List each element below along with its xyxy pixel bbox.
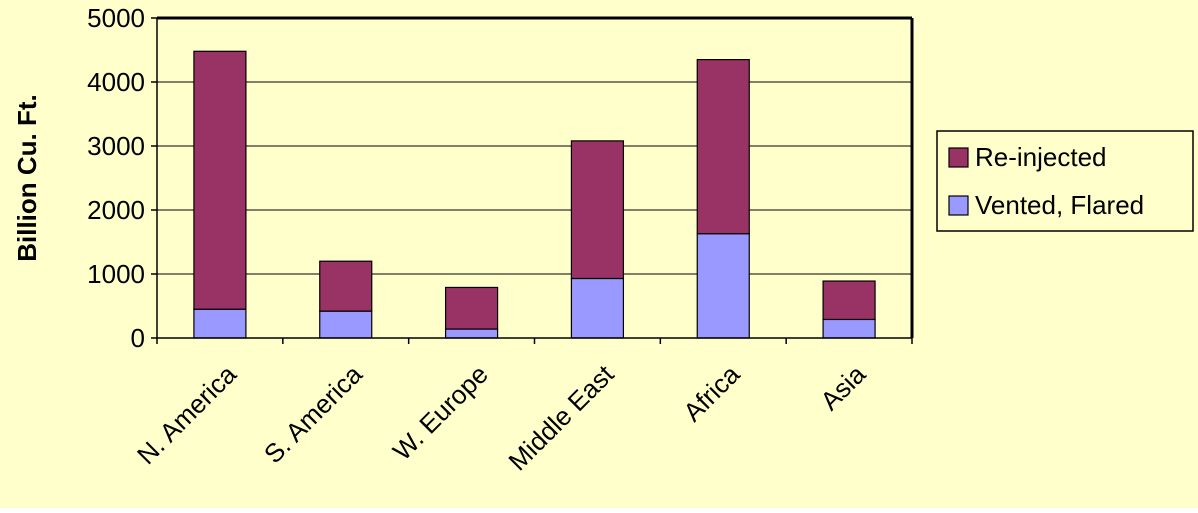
legend-label: Vented, Flared xyxy=(975,190,1144,220)
legend-swatch xyxy=(948,195,969,216)
y-tick-label: 0 xyxy=(131,323,145,353)
bar-segment xyxy=(822,318,876,339)
legend: Re-injected Vented, Flared xyxy=(936,130,1194,232)
bars xyxy=(193,50,876,339)
bar-segment xyxy=(696,58,750,235)
bar-segment xyxy=(193,308,247,339)
bar-segment xyxy=(444,286,499,330)
y-tick-label: 1000 xyxy=(87,259,145,289)
legend-box xyxy=(936,130,1194,232)
y-tick-label: 2000 xyxy=(87,195,145,225)
legend-label: Re-injected xyxy=(975,142,1107,172)
bar-segment xyxy=(444,328,499,339)
bar-segment xyxy=(696,233,750,339)
y-axis-title: Billion Cu. Ft. xyxy=(12,94,42,262)
gridlines xyxy=(157,81,912,275)
bar-segment xyxy=(193,50,247,310)
y-tick-label: 4000 xyxy=(87,67,145,97)
y-tick-label: 3000 xyxy=(87,131,145,161)
y-tick-label: 5000 xyxy=(87,3,145,33)
legend-swatch xyxy=(948,147,969,168)
bar-segment xyxy=(822,280,876,321)
bar-segment xyxy=(570,140,625,280)
bar-segment xyxy=(319,260,373,312)
bar-segment xyxy=(570,277,625,339)
axes xyxy=(151,16,914,344)
y-tick-labels: 0 1000 2000 3000 4000 5000 xyxy=(87,3,145,353)
plot-area xyxy=(157,18,912,338)
bar-segment xyxy=(319,310,373,339)
